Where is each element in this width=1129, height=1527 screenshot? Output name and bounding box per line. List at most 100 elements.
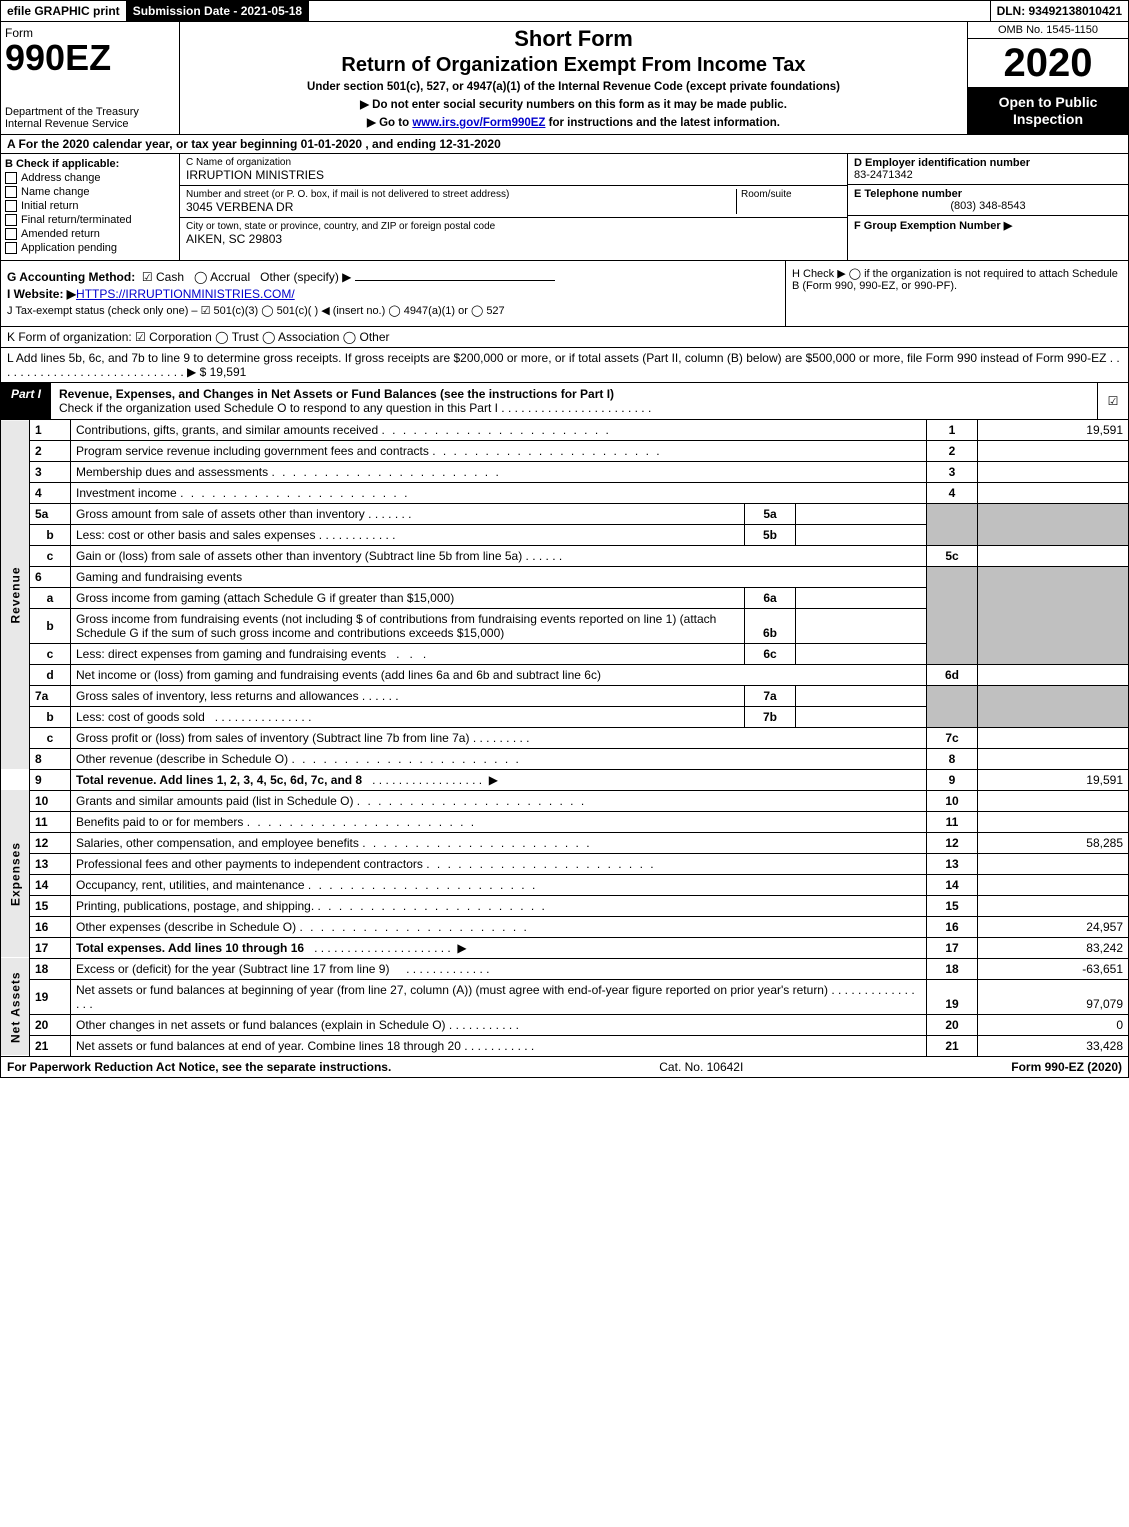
l7-grey-amt — [978, 685, 1129, 727]
l3-lineno: 3 — [927, 461, 978, 482]
l10-desc: Grants and similar amounts paid (list in… — [71, 790, 927, 811]
l5b-num: b — [30, 524, 71, 545]
l20-lineno: 20 — [927, 1014, 978, 1035]
j-tax-exempt: J Tax-exempt status (check only one) – ☑… — [7, 304, 779, 317]
l8-num: 8 — [30, 748, 71, 769]
header-left: Form 990EZ Department of the Treasury In… — [1, 22, 180, 134]
l17-amt: 83,242 — [978, 937, 1129, 958]
irs-link[interactable]: www.irs.gov/Form990EZ — [412, 117, 545, 129]
l15-num: 15 — [30, 895, 71, 916]
l2-num: 2 — [30, 440, 71, 461]
chk-cash[interactable]: ☑ — [142, 270, 153, 284]
website-link[interactable]: HTTPS://IRRUPTIONMINISTRIES.COM/ — [76, 287, 295, 301]
l5a-inner-amt — [796, 503, 927, 524]
subtitle-2: ▶ Do not enter social security numbers o… — [186, 97, 961, 111]
l6b-desc: Gross income from fundraising events (no… — [71, 608, 745, 643]
part1-check[interactable]: ☑ — [1097, 383, 1128, 419]
l6-num: 6 — [30, 566, 71, 587]
g-left: G Accounting Method: ☑ Cash ◯ Accrual Ot… — [1, 261, 785, 326]
form-number: 990EZ — [5, 40, 175, 76]
l6-grey-amt — [978, 566, 1129, 664]
l5ab-grey — [927, 503, 978, 545]
l7b-num: b — [30, 706, 71, 727]
l6-grey — [927, 566, 978, 664]
l19-desc: Net assets or fund balances at beginning… — [71, 979, 927, 1014]
l6-desc: Gaming and fundraising events — [71, 566, 927, 587]
l1-desc: Contributions, gifts, grants, and simila… — [71, 420, 927, 441]
l6b-inner: 6b — [745, 608, 796, 643]
l21-lineno: 21 — [927, 1035, 978, 1056]
l6d-desc: Net income or (loss) from gaming and fun… — [71, 664, 927, 685]
top-spacer — [309, 1, 990, 21]
b-header: B Check if applicable: — [5, 158, 175, 170]
l11-amt — [978, 811, 1129, 832]
chk-application-pending[interactable]: Application pending — [5, 242, 175, 254]
l13-desc: Professional fees and other payments to … — [71, 853, 927, 874]
chk-address-change[interactable]: Address change — [5, 172, 175, 184]
l7c-desc: Gross profit or (loss) from sales of inv… — [71, 727, 927, 748]
l3-num: 3 — [30, 461, 71, 482]
submission-label: Submission Date - 2021-05-18 — [133, 4, 302, 18]
efile-print-btn[interactable]: efile GRAPHIC print — [1, 1, 127, 21]
l4-num: 4 — [30, 482, 71, 503]
l9-desc: Total revenue. Add lines 1, 2, 3, 4, 5c,… — [71, 769, 927, 790]
dept-treasury: Department of the Treasury Internal Reve… — [5, 106, 175, 130]
f-group: F Group Exemption Number ▶ — [848, 216, 1128, 260]
chk-accrual[interactable]: ◯ — [194, 270, 207, 284]
l5a-inner: 5a — [745, 503, 796, 524]
vtab-net-assets: Net Assets — [1, 958, 30, 1056]
l7b-desc: Less: cost of goods sold . . . . . . . .… — [71, 706, 745, 727]
e-phone: E Telephone number (803) 348-8543 — [848, 185, 1128, 216]
l1-num: 1 — [30, 420, 71, 441]
vtab-revenue: Revenue — [1, 420, 30, 770]
l2-desc: Program service revenue including govern… — [71, 440, 927, 461]
l15-lineno: 15 — [927, 895, 978, 916]
l7a-inner: 7a — [745, 685, 796, 706]
street-value: 3045 VERBENA DR — [186, 200, 736, 214]
section-def: D Employer identification number 83-2471… — [847, 154, 1128, 260]
l5ab-grey-amt — [978, 503, 1129, 545]
info-block: B Check if applicable: Address change Na… — [0, 154, 1129, 261]
l6a-num: a — [30, 587, 71, 608]
efile-label: efile GRAPHIC print — [7, 4, 120, 18]
chk-amended-return[interactable]: Amended return — [5, 228, 175, 240]
street-row: Number and street (or P. O. box, if mail… — [180, 186, 847, 218]
l15-desc: Printing, publications, postage, and shi… — [71, 895, 927, 916]
submission-date-btn[interactable]: Submission Date - 2021-05-18 — [127, 1, 309, 21]
f-label: F Group Exemption Number ▶ — [854, 220, 1012, 232]
l4-desc: Investment income — [71, 482, 927, 503]
l3-amt — [978, 461, 1129, 482]
form-header: Form 990EZ Department of the Treasury In… — [0, 22, 1129, 135]
l10-num: 10 — [30, 790, 71, 811]
e-value: (803) 348-8543 — [854, 200, 1122, 212]
open-to-public: Open to Public Inspection — [968, 88, 1128, 134]
chk-initial-return[interactable]: Initial return — [5, 200, 175, 212]
l6b-num: b — [30, 608, 71, 643]
l6b-inner-amt — [796, 608, 927, 643]
l10-amt — [978, 790, 1129, 811]
l6c-inner-amt — [796, 643, 927, 664]
l7c-amt — [978, 727, 1129, 748]
e-label: E Telephone number — [854, 188, 962, 200]
l17-lineno: 17 — [927, 937, 978, 958]
chk-name-change[interactable]: Name change — [5, 186, 175, 198]
chk-final-return[interactable]: Final return/terminated — [5, 214, 175, 226]
row-k-org-form: K Form of organization: ☑ Corporation ◯ … — [0, 327, 1129, 348]
l9-amt: 19,591 — [978, 769, 1129, 790]
l18-amt: -63,651 — [978, 958, 1129, 979]
l18-num: 18 — [30, 958, 71, 979]
l5b-inner-amt — [796, 524, 927, 545]
l7c-num: c — [30, 727, 71, 748]
l18-lineno: 18 — [927, 958, 978, 979]
omb-number: OMB No. 1545-1150 — [968, 22, 1128, 39]
l12-lineno: 12 — [927, 832, 978, 853]
l14-desc: Occupancy, rent, utilities, and maintena… — [71, 874, 927, 895]
l7b-inner: 7b — [745, 706, 796, 727]
l19-amt: 97,079 — [978, 979, 1129, 1014]
l1-lineno: 1 — [927, 420, 978, 441]
l6c-inner: 6c — [745, 643, 796, 664]
l14-lineno: 14 — [927, 874, 978, 895]
row-l-gross-receipts: L Add lines 5b, 6c, and 7b to line 9 to … — [0, 348, 1129, 383]
l16-desc: Other expenses (describe in Schedule O) — [71, 916, 927, 937]
l7b-inner-amt — [796, 706, 927, 727]
